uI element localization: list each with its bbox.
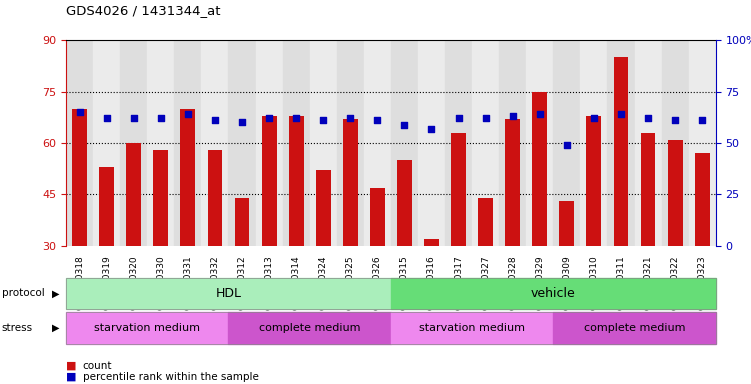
Bar (499, 40, 526, 246)
Point (74, 109, 86, 115)
Bar (553, 40, 581, 246)
Bar (505, 119, 520, 246)
Point (480, 115, 492, 121)
Bar (228, 40, 255, 246)
Bar (66, 40, 93, 246)
Bar (689, 40, 716, 246)
Bar (662, 40, 689, 246)
Point (182, 111, 194, 118)
Bar (418, 40, 445, 246)
Text: ■: ■ (66, 372, 77, 382)
Bar (126, 143, 141, 246)
Text: ▶: ▶ (52, 288, 59, 298)
Bar (147, 40, 174, 246)
Bar (207, 150, 222, 246)
Text: vehicle: vehicle (531, 287, 576, 300)
Bar (234, 198, 249, 246)
Point (696, 118, 708, 124)
Text: percentile rank within the sample: percentile rank within the sample (83, 372, 258, 382)
Point (290, 115, 302, 121)
Text: ■: ■ (66, 361, 77, 371)
Bar (397, 160, 412, 246)
Bar (451, 133, 466, 246)
Bar (93, 40, 120, 246)
Bar (174, 40, 201, 246)
Point (561, 142, 573, 148)
Bar (532, 92, 547, 246)
Bar (559, 201, 575, 246)
Point (128, 115, 140, 121)
Bar (587, 116, 602, 246)
Text: protocol: protocol (2, 288, 44, 298)
Bar (526, 40, 553, 246)
Bar (315, 170, 330, 246)
Bar (288, 116, 303, 246)
Bar (478, 198, 493, 246)
Point (399, 121, 411, 127)
Point (615, 111, 627, 118)
Point (426, 126, 438, 132)
Bar (635, 40, 662, 246)
Bar (641, 133, 656, 246)
Bar (99, 167, 114, 246)
Bar (282, 40, 309, 246)
Bar (255, 40, 282, 246)
Text: count: count (83, 361, 112, 371)
Bar (581, 40, 608, 246)
Point (236, 119, 248, 126)
Text: starvation medium: starvation medium (95, 323, 201, 333)
Text: stress: stress (2, 323, 32, 333)
Text: starvation medium: starvation medium (419, 323, 525, 333)
Point (453, 115, 465, 121)
Bar (668, 140, 683, 246)
Bar (391, 40, 418, 246)
Bar (370, 187, 385, 246)
Point (155, 115, 167, 121)
Text: ▶: ▶ (52, 323, 59, 333)
Point (507, 113, 519, 119)
Bar (363, 40, 391, 246)
Bar (445, 40, 472, 246)
Bar (261, 116, 276, 246)
Point (317, 118, 329, 124)
Text: HDL: HDL (216, 287, 242, 300)
Bar (614, 58, 629, 246)
Text: GDS4026 / 1431344_at: GDS4026 / 1431344_at (66, 4, 221, 17)
Bar (180, 109, 195, 246)
Bar (695, 153, 710, 246)
Point (263, 115, 275, 121)
Point (588, 115, 600, 121)
Bar (153, 150, 168, 246)
Point (101, 115, 113, 121)
Bar (72, 109, 87, 246)
Bar (120, 40, 147, 246)
Point (344, 115, 356, 121)
Bar (424, 239, 439, 246)
Bar (608, 40, 635, 246)
Text: complete medium: complete medium (259, 323, 360, 333)
Bar (201, 40, 228, 246)
Point (534, 111, 546, 118)
Bar (309, 40, 336, 246)
Bar (336, 40, 363, 246)
Bar (472, 40, 499, 246)
Point (371, 118, 383, 124)
Bar (343, 119, 357, 246)
Point (209, 118, 221, 124)
Point (642, 115, 654, 121)
Text: complete medium: complete medium (584, 323, 685, 333)
Point (669, 118, 681, 124)
